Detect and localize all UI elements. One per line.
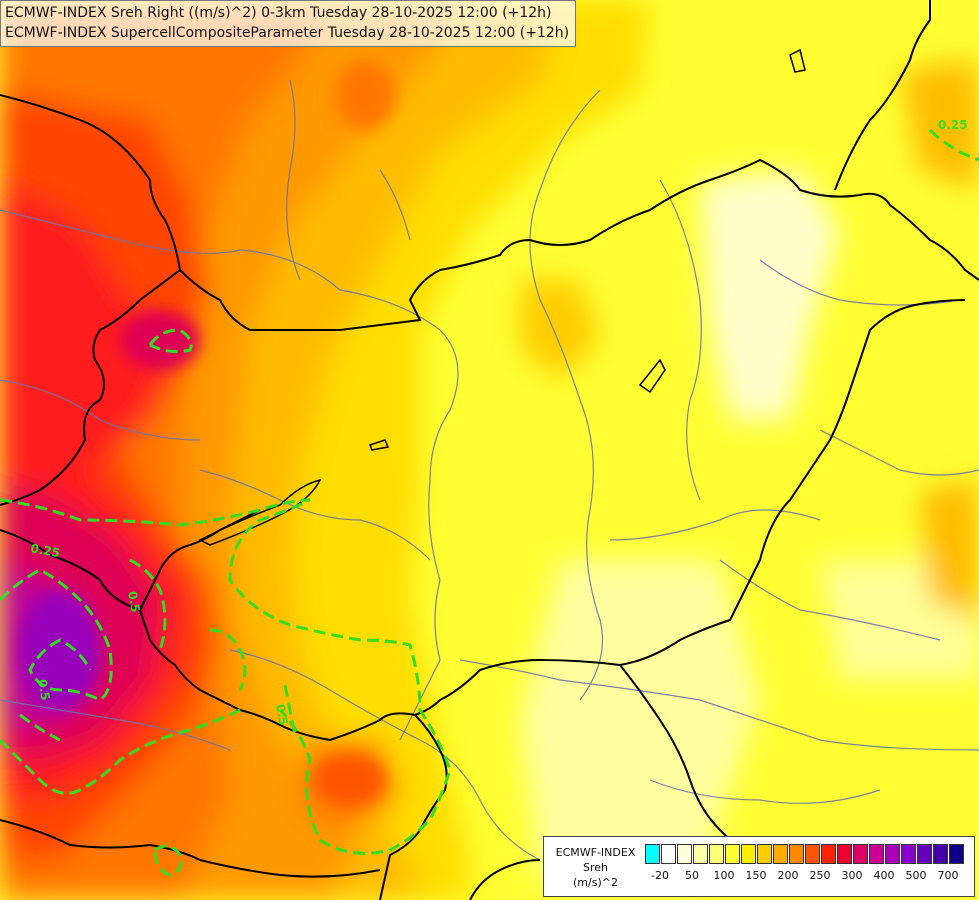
legend-tick-label: -20: [651, 869, 669, 882]
legend-swatch: [917, 844, 932, 864]
map-title-scp: ECMWF-INDEX SupercellCompositeParameter …: [5, 25, 570, 41]
contour-label-0-25-west: 0.25: [29, 541, 61, 560]
legend-swatch: [645, 844, 660, 864]
legend-swatch: [933, 844, 948, 864]
legend-swatch: [853, 844, 868, 864]
map-title-box: ECMWF-INDEX Sreh Right ((m/s)^2) 0-3km T…: [0, 0, 577, 47]
legend-tick-label: 500: [905, 869, 927, 882]
legend-swatch: [757, 844, 772, 864]
legend-swatch: [885, 844, 900, 864]
legend-swatch: [741, 844, 756, 864]
scp-contours: [0, 128, 979, 877]
legend-tick-label: 700: [937, 869, 959, 882]
legend-swatch: [709, 844, 724, 864]
legend-title: ECMWF-INDEX Sreh (m/s)^2: [548, 845, 643, 890]
legend-tick-label: 50: [685, 869, 699, 882]
contour-label-0-5-b: 0.5: [35, 678, 52, 701]
legend-tick-label: 100: [713, 869, 735, 882]
legend-tick-label: 150: [745, 869, 767, 882]
legend-swatch: [677, 844, 692, 864]
legend-swatch: [821, 844, 836, 864]
contour-label-0-5-a: 0.5: [125, 590, 142, 613]
map-title-sreh: ECMWF-INDEX Sreh Right ((m/s)^2) 0-3km T…: [5, 5, 552, 21]
contour-label-0-5-c: 0.5: [273, 703, 290, 726]
legend-swatch: [869, 844, 884, 864]
legend-swatch: [837, 844, 852, 864]
rivers: [0, 79, 979, 861]
legend-swatch: [661, 844, 676, 864]
legend-swatch: [901, 844, 916, 864]
legend-swatch: [725, 844, 740, 864]
legend-tick-label: 400: [873, 869, 895, 882]
color-legend: ECMWF-INDEX Sreh (m/s)^2 -20 50 100 150 200 2…: [543, 836, 975, 897]
legend-tick-label: 200: [777, 869, 799, 882]
legend-tick-label: 300: [841, 869, 863, 882]
legend-title-param: Sreh: [582, 861, 608, 874]
legend-swatch: [773, 844, 788, 864]
legend-tick-label: 250: [809, 869, 831, 882]
legend-swatch: [693, 844, 708, 864]
legend-swatch: [789, 844, 804, 864]
lakes: [198, 48, 806, 546]
legend-title-model: ECMWF-INDEX: [555, 846, 636, 859]
legend-title-unit: (m/s)^2: [573, 876, 618, 889]
contour-label-0-25-east: 0.25: [938, 118, 968, 132]
legend-swatch: [949, 844, 964, 864]
legend-swatch: [805, 844, 820, 864]
